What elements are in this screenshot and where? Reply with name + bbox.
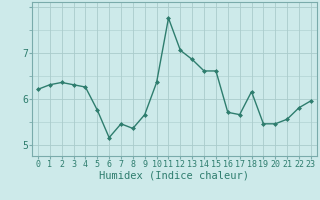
X-axis label: Humidex (Indice chaleur): Humidex (Indice chaleur): [100, 171, 249, 181]
